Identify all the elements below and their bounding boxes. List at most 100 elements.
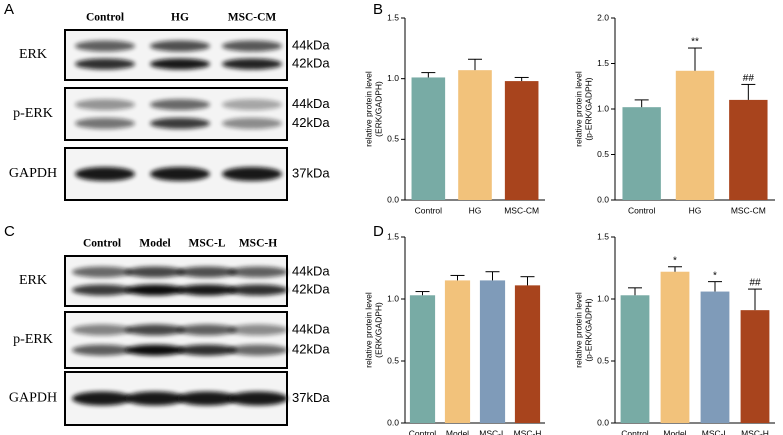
- error-bar: [634, 99, 649, 108]
- marker-label: 44kDa: [292, 321, 330, 336]
- bar: [675, 70, 715, 200]
- blot-band: [177, 391, 237, 406]
- x-tick-label: Control: [628, 205, 656, 215]
- error-bar: [688, 47, 702, 71]
- blot-band: [222, 167, 282, 181]
- y-tick-label: 2.0: [597, 12, 609, 22]
- marker-label: 44kDa: [292, 96, 330, 111]
- error-bar: [708, 281, 722, 292]
- bar: [514, 285, 541, 423]
- lane-label: Control: [83, 238, 121, 250]
- blot-band: [222, 99, 282, 111]
- bar: [622, 107, 661, 200]
- y-axis-label: (p-ERK/GADPH): [583, 77, 593, 140]
- lane-label: Model: [139, 238, 170, 250]
- y-tick-label: 1.5: [387, 231, 399, 241]
- blot-band: [125, 266, 185, 278]
- blot-band: [150, 167, 210, 181]
- blot-band: [150, 99, 210, 111]
- error-bar: [514, 76, 529, 82]
- marker-label: 42kDa: [292, 342, 330, 357]
- x-tick-label: Model: [663, 428, 686, 435]
- y-tick-label: 0.0: [597, 417, 609, 427]
- y-axis-label: relative protein level: [363, 71, 373, 147]
- y-tick-label: 0.0: [597, 194, 609, 204]
- blot-band: [125, 284, 185, 296]
- bar: [729, 99, 768, 200]
- panel-letter: A: [4, 1, 14, 18]
- y-axis-label: relative protein level: [363, 292, 373, 368]
- blot-frame: [64, 87, 288, 141]
- error-bar: [668, 266, 682, 272]
- x-tick-label: Model: [446, 428, 469, 435]
- bar: [479, 280, 506, 423]
- row-label: ERK: [19, 47, 47, 62]
- blot-band: [72, 324, 132, 336]
- bar: [411, 77, 446, 200]
- marker-label: 42kDa: [292, 281, 330, 296]
- row-label: GAPDH: [9, 391, 57, 406]
- blot-band: [72, 284, 132, 296]
- lane-label: Control: [86, 12, 124, 24]
- blot-frame: [64, 29, 288, 81]
- error-bar: [421, 72, 436, 78]
- x-tick-label: HG: [689, 205, 702, 215]
- blot-band: [75, 58, 135, 70]
- bar: [660, 271, 690, 423]
- blot-band: [150, 40, 210, 52]
- blot-band: [75, 167, 135, 181]
- blot-band: [228, 324, 288, 336]
- y-tick-label: 0.0: [387, 194, 399, 204]
- marker-label: 37kDa: [292, 390, 330, 405]
- row-label: p-ERK: [13, 106, 53, 121]
- blot-band: [125, 344, 185, 356]
- blot-band: [75, 117, 135, 129]
- blot-frame: [64, 255, 288, 307]
- row-label: GAPDH: [9, 166, 57, 181]
- blot-band: [177, 344, 237, 356]
- blot-band: [228, 284, 288, 296]
- lane-label: MSC-CM: [228, 12, 277, 24]
- marker-label: 37kDa: [292, 165, 330, 180]
- blot-band: [72, 391, 132, 406]
- marker-label: 42kDa: [292, 115, 330, 130]
- blot-band: [177, 284, 237, 296]
- y-axis-label: relative protein level: [573, 292, 583, 368]
- x-tick-label: MSC-L: [702, 428, 729, 435]
- panel-letter: C: [4, 223, 15, 240]
- x-tick-label: MSC-CM: [504, 205, 539, 215]
- y-tick-label: 0.5: [597, 355, 609, 365]
- lane-label: HG: [171, 12, 189, 24]
- row-label: p-ERK: [13, 332, 53, 347]
- panel-letter: B: [373, 1, 383, 18]
- x-tick-label: MSC-H: [514, 428, 542, 435]
- y-axis-label: (ERK/GADPH): [373, 302, 383, 358]
- bar: [620, 295, 650, 423]
- row-label: ERK: [19, 273, 47, 288]
- blot-band: [228, 391, 288, 406]
- blot-band: [72, 266, 132, 278]
- x-tick-label: Control: [621, 428, 649, 435]
- error-bar: [450, 274, 465, 281]
- y-tick-label: 0.0: [387, 417, 399, 427]
- significance-label: *: [673, 255, 677, 266]
- blot-frame: [64, 311, 288, 369]
- bar: [444, 280, 471, 423]
- lane-label: MSC-L: [188, 238, 225, 250]
- x-tick-label: MSC-L: [479, 428, 506, 435]
- error-bar: [485, 271, 500, 281]
- blot-band: [177, 266, 237, 278]
- error-bar: [628, 287, 642, 296]
- error-bar: [741, 83, 756, 100]
- lane-label: MSC-H: [239, 238, 277, 250]
- error-bar: [468, 58, 482, 71]
- y-tick-label: 1.0: [387, 73, 399, 83]
- y-tick-label: 1.5: [597, 58, 609, 68]
- y-axis-label: (p-ERK/GADPH): [583, 298, 593, 361]
- blot-band: [228, 344, 288, 356]
- x-tick-label: HG: [469, 205, 482, 215]
- blot-band: [228, 266, 288, 278]
- blot-band: [150, 58, 210, 70]
- x-tick-label: MSC-H: [741, 428, 769, 435]
